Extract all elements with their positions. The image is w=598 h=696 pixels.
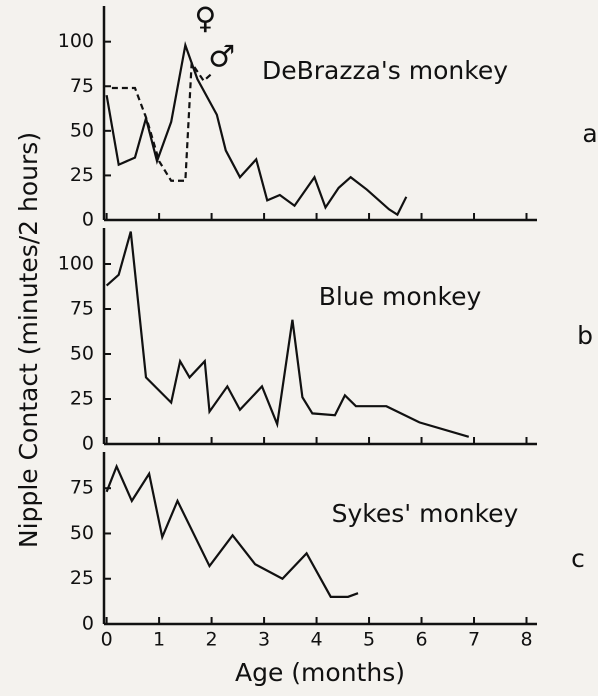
panel-letter: a [582, 119, 597, 148]
x-tick-label: 4 [311, 629, 323, 651]
series-line [105, 41, 408, 217]
y-tick-label: 75 [70, 477, 94, 499]
x-tick-label: 5 [363, 629, 375, 651]
y-tick-label: 100 [58, 253, 94, 275]
panel-title: DeBrazza's monkey [262, 56, 508, 85]
x-tick-label: 8 [520, 629, 532, 651]
series-line [105, 231, 470, 438]
y-tick-label: 75 [70, 75, 94, 97]
series-line [111, 59, 213, 182]
x-tick-label: 1 [153, 629, 165, 651]
panel-title: Blue monkey [319, 282, 482, 311]
y-tick-label: 75 [70, 298, 94, 320]
x-tick-label: 0 [101, 629, 113, 651]
y-tick-label: 25 [70, 164, 94, 186]
y-tick-label: 100 [58, 30, 94, 52]
panel-letter: c [571, 544, 585, 573]
y-tick-label: 0 [82, 433, 94, 455]
series-line [105, 463, 359, 598]
x-tick-label: 2 [206, 629, 218, 651]
panel-title: Sykes' monkey [332, 499, 519, 528]
y-tick-label: 25 [70, 388, 94, 410]
x-tick-label: 7 [468, 629, 480, 651]
x-tick-label: 6 [415, 629, 427, 651]
legend-label: ♀ [194, 2, 216, 37]
y-axis-label: Nipple Contact (minutes/2 hours) [14, 132, 43, 548]
y-tick-label: 0 [82, 209, 94, 231]
panel-letter: b [577, 321, 593, 350]
legend-label: ♂ [208, 40, 235, 75]
y-tick-label: 0 [82, 613, 94, 635]
y-tick-label: 50 [70, 343, 94, 365]
y-tick-label: 25 [70, 567, 94, 589]
y-tick-label: 50 [70, 119, 94, 141]
x-axis-label: Age (months) [235, 658, 405, 687]
x-tick-label: 3 [258, 629, 270, 651]
y-tick-label: 50 [70, 522, 94, 544]
